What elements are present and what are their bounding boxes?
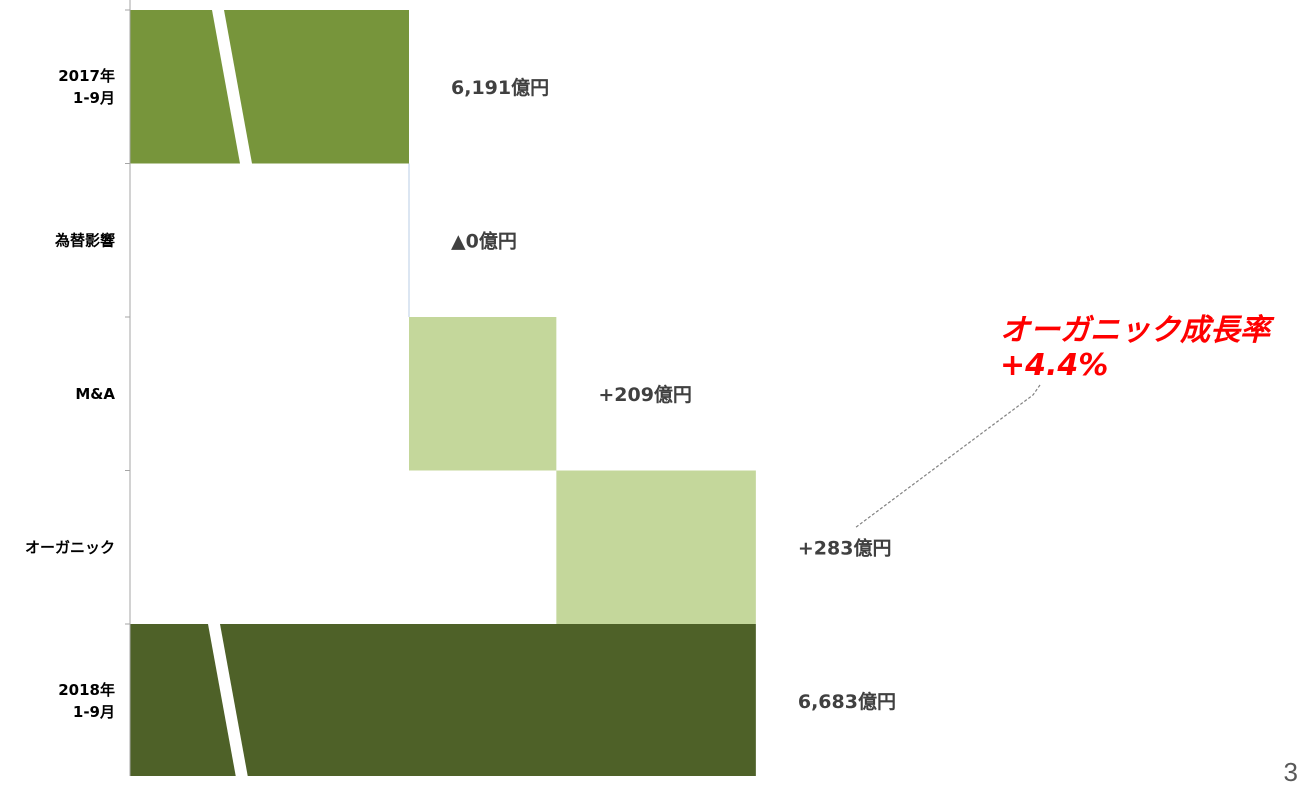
category-label-2: M&A xyxy=(75,385,115,403)
value-label-1: ▲0億円 xyxy=(451,229,517,252)
axis-break-mark-4 xyxy=(208,624,248,776)
value-label-3: +283億円 xyxy=(798,536,892,559)
value-label-4: 6,683億円 xyxy=(798,690,896,713)
value-label-0: 6,191億円 xyxy=(451,76,549,99)
axis-layer xyxy=(125,0,131,776)
bar-2 xyxy=(409,317,557,471)
callout-leader-line xyxy=(855,384,1041,528)
page-number: 3 xyxy=(1283,757,1298,787)
growth-callout: オーガニック成長率 +4.4% xyxy=(855,313,1275,528)
axis-break-mark-0 xyxy=(212,10,252,164)
bar-0 xyxy=(130,10,409,164)
category-label-3: オーガニック xyxy=(25,538,115,556)
bars-layer xyxy=(130,10,756,776)
value-label-2: +209億円 xyxy=(598,383,692,406)
callout-line-2: +4.4% xyxy=(1000,348,1108,383)
category-label-1: 為替影響 xyxy=(54,231,115,249)
category-label-4: 2018年 1-9月 xyxy=(58,681,115,721)
category-label-0: 2017年 1-9月 xyxy=(58,67,115,107)
value-labels: 6,191億円 ▲0億円 +209億円 +283億円 6,683億円 xyxy=(451,76,896,713)
callout-line-1: オーガニック成長率 xyxy=(1000,313,1275,348)
bar-3 xyxy=(556,470,756,624)
